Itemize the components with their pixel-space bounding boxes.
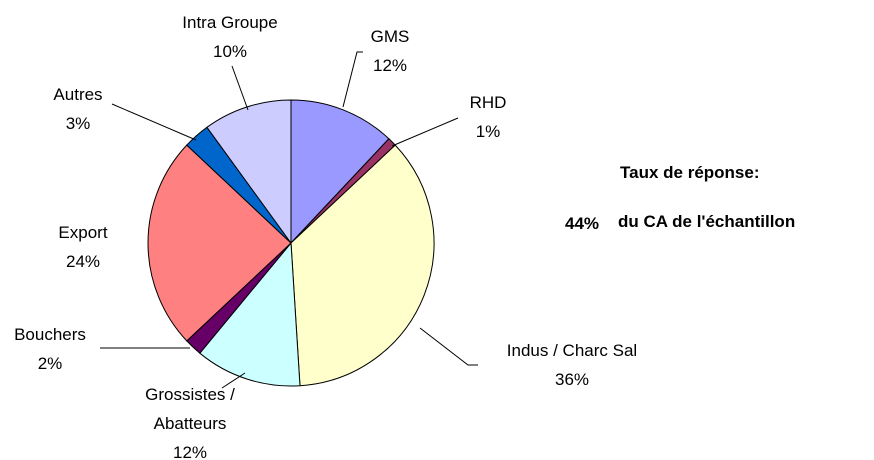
category-label: Autres: [53, 85, 103, 104]
value-label: 2%: [37, 354, 63, 373]
category-label: Indus / Charc Sal: [506, 341, 638, 360]
category-label: Grossistes / Abatteurs: [145, 385, 235, 433]
value-label: 24%: [65, 252, 101, 271]
slice-label: Indus / Charc Sal 36%: [472, 336, 672, 394]
slice-label: Grossistes / Abatteurs 12%: [120, 380, 260, 460]
note-value: 44%: [565, 214, 600, 233]
leader-line: [231, 65, 249, 111]
slice-label: Intra Groupe 10%: [155, 8, 305, 66]
pie-slice: [147, 144, 292, 342]
category-label: GMS: [370, 27, 410, 46]
pie-slice: [290, 99, 390, 245]
slice-label: RHD 1%: [448, 88, 528, 146]
note-title: Taux de réponse:: [620, 163, 760, 182]
slice-label: Export 24%: [28, 218, 138, 276]
category-label: Bouchers: [14, 325, 86, 344]
leader-line: [342, 51, 363, 108]
pie-slice: [199, 241, 301, 387]
value-label: 1%: [475, 122, 501, 141]
value-label: 36%: [554, 370, 590, 389]
value-label: 12%: [172, 443, 208, 460]
leader-line: [221, 372, 246, 389]
pie-slice: [290, 144, 435, 387]
leader-line: [419, 327, 478, 366]
category-label: Intra Groupe: [182, 13, 278, 32]
slice-label: Autres 3%: [23, 80, 133, 138]
leader-line: [111, 103, 197, 141]
category-label: Export: [58, 223, 108, 242]
leader-line: [391, 117, 459, 147]
value-label: 3%: [65, 114, 91, 133]
slice-label: Bouchers 2%: [0, 320, 105, 378]
category-label: RHD: [469, 93, 507, 112]
value-label: 10%: [212, 42, 248, 61]
value-label: 12%: [372, 56, 408, 75]
slice-label: GMS 12%: [330, 22, 450, 80]
note-text: du CA de l'échantillon: [618, 212, 796, 231]
